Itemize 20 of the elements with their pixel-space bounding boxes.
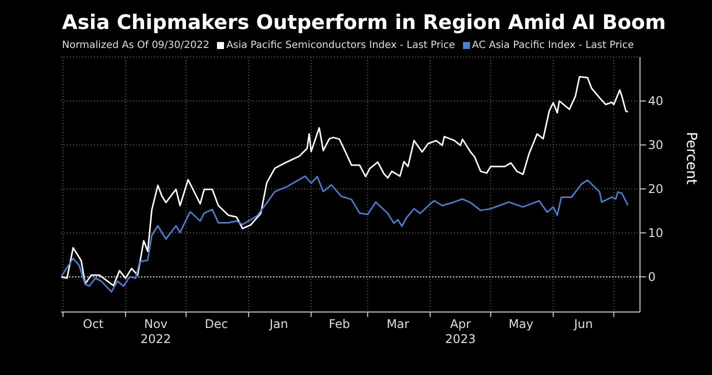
y-axis-title: Percent [683,132,700,185]
y-tick-label: 0 [648,270,656,284]
line-series [61,175,629,293]
x-tick-label: Dec [204,317,228,331]
y-tick-label: 20 [648,182,664,196]
legend-label: Asia Pacific Semiconductors Index - Last Price [226,40,456,51]
chart-subtitle: Normalized As Of 09/30/2022 [62,40,210,51]
y-tick-label: 10 [648,226,664,240]
x-tick-label: Oct [82,317,104,331]
y-tick-label: 30 [648,138,664,152]
chart-title: Asia Chipmakers Outperform in Region Amid AI Boom [62,10,666,34]
x-tick-label: Nov 2022 [140,317,172,346]
x-tick-label: Jan [268,317,288,331]
legend-label: AC Asia Pacific Index - Last Price [472,40,634,51]
x-tick-label: May [508,317,534,331]
y-tick-label: 40 [648,94,664,108]
x-tick-label: Apr 2023 [445,317,476,346]
x-tick-label: Mar [386,317,410,331]
x-tick-label: Feb [328,317,350,331]
x-tick-label: Jun [573,317,593,331]
